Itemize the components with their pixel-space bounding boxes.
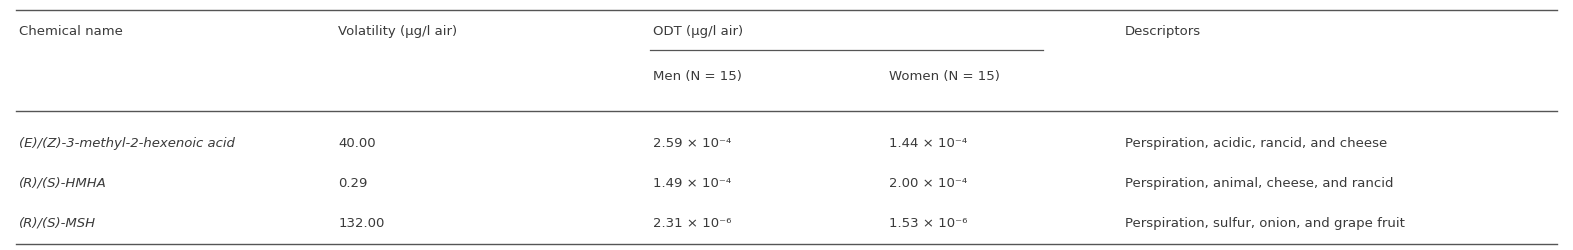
Text: Perspiration, sulfur, onion, and grape fruit: Perspiration, sulfur, onion, and grape f… — [1125, 216, 1405, 229]
Text: Men (N = 15): Men (N = 15) — [653, 70, 742, 83]
Text: 1.44 × 10⁻⁴: 1.44 × 10⁻⁴ — [889, 136, 967, 149]
Text: Volatility (μg/l air): Volatility (μg/l air) — [338, 25, 458, 38]
Text: 2.59 × 10⁻⁴: 2.59 × 10⁻⁴ — [653, 136, 731, 149]
Text: 2.31 × 10⁻⁶: 2.31 × 10⁻⁶ — [653, 216, 731, 229]
Text: (E)/(Z)-3-methyl-2-hexenoic acid: (E)/(Z)-3-methyl-2-hexenoic acid — [19, 136, 234, 149]
Text: Perspiration, acidic, rancid, and cheese: Perspiration, acidic, rancid, and cheese — [1125, 136, 1387, 149]
Text: 0.29: 0.29 — [338, 176, 368, 189]
Text: 2.00 × 10⁻⁴: 2.00 × 10⁻⁴ — [889, 176, 967, 189]
Text: (R)/(S)-MSH: (R)/(S)-MSH — [19, 216, 96, 229]
Text: Descriptors: Descriptors — [1125, 25, 1200, 38]
Text: (R)/(S)-HMHA: (R)/(S)-HMHA — [19, 176, 107, 189]
Text: ODT (μg/l air): ODT (μg/l air) — [653, 25, 742, 38]
Text: Perspiration, animal, cheese, and rancid: Perspiration, animal, cheese, and rancid — [1125, 176, 1394, 189]
Text: Chemical name: Chemical name — [19, 25, 123, 38]
Text: 1.49 × 10⁻⁴: 1.49 × 10⁻⁴ — [653, 176, 731, 189]
Text: Women (N = 15): Women (N = 15) — [889, 70, 999, 83]
Text: 1.53 × 10⁻⁶: 1.53 × 10⁻⁶ — [889, 216, 967, 229]
Text: 132.00: 132.00 — [338, 216, 384, 229]
Text: 40.00: 40.00 — [338, 136, 376, 149]
